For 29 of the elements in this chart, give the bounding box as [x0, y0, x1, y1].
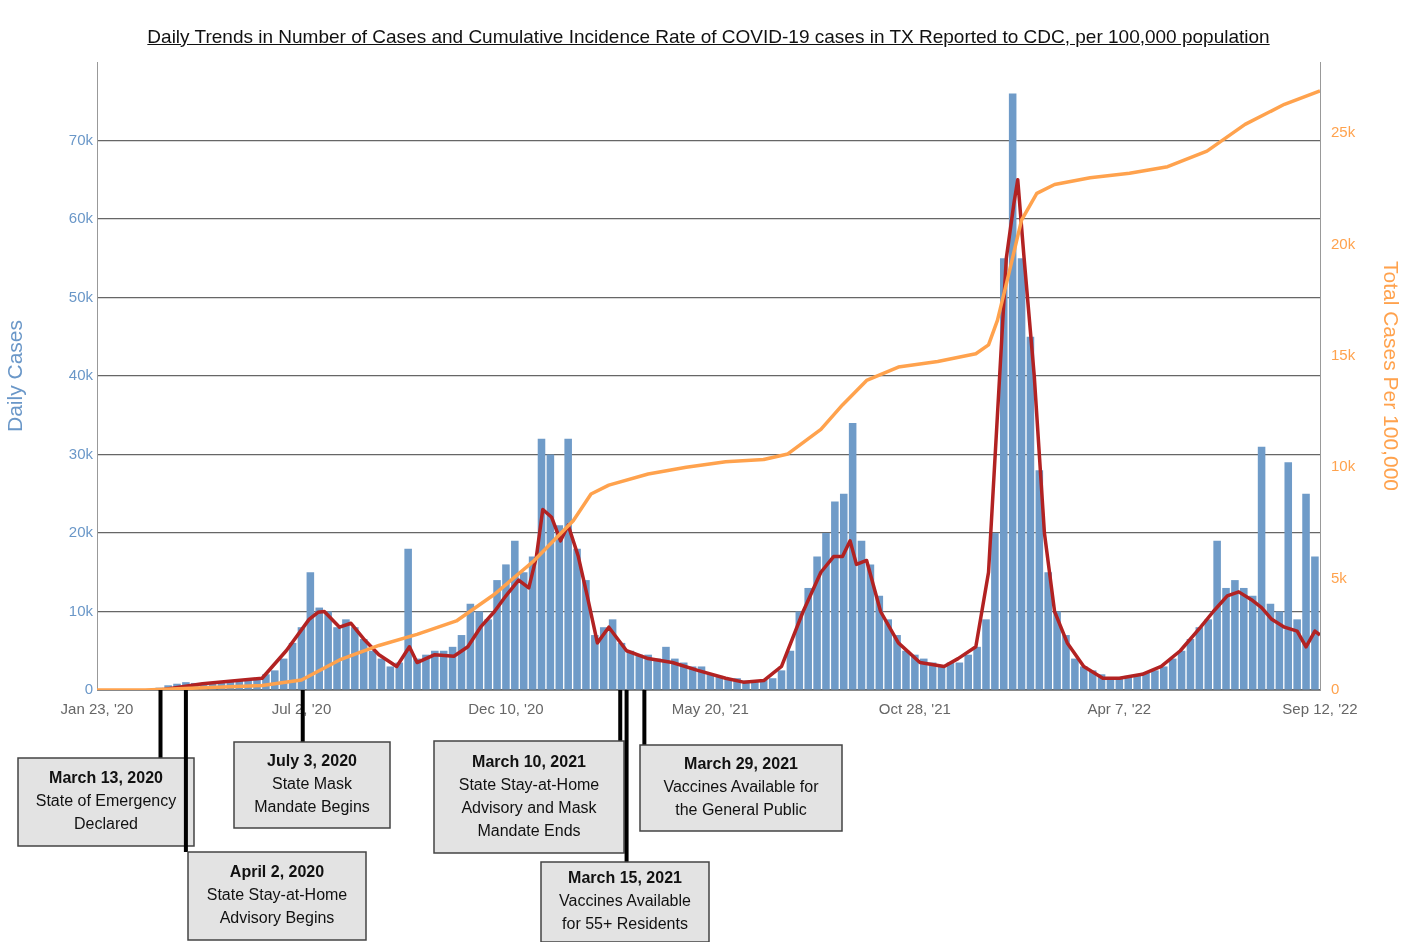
ref-line-label: March 15, 2021 Vaccines Available for 55+ Residents	[559, 869, 692, 933]
y-tick-label: 10k	[68, 601, 94, 619]
chart-title: Daily Trends in Number of Cases and Cumulative Incidence Rate of COVID-19 cases in TX Reported to CDC, per 100,000 population	[147, 26, 1270, 47]
y-tick-label: 20k	[68, 523, 94, 541]
x-tick-label: Apr 7, '22	[1087, 700, 1152, 718]
x-tick-label: Sep 12, '22	[1282, 700, 1358, 718]
y-tick-label: 60k	[68, 209, 94, 227]
y2-tick-label: 25k	[1331, 123, 1356, 141]
ref-line-label: March 10, 2021 State Stay-at-Home Advisory and Mask Mandate Ends	[458, 752, 600, 839]
y2-tick-label: 5k	[1331, 568, 1348, 586]
y-tick-label: 40k	[68, 366, 94, 384]
y2-tick-label: 0	[1331, 680, 1340, 698]
ref-line-label: March 13, 2020 State of Emergency Declared	[35, 769, 177, 833]
y-tick-label: 0	[84, 680, 93, 698]
x-tick-label: Dec 10, '20	[468, 700, 544, 718]
ref-line-label: March 29, 2021 Vaccines Available for the General Public	[663, 755, 820, 819]
y-axis-title: Daily Cases	[3, 319, 27, 433]
ref-line-label: April 2, 2020 State Stay-at-Home Advisory Begins	[206, 863, 348, 927]
y-tick-label: 50k	[68, 287, 94, 305]
y2-tick-label: 10k	[1331, 457, 1356, 475]
x-tick-label: Oct 28, '21	[878, 700, 951, 718]
ref-line-label: July 3, 2020 State Mask Mandate Begins	[254, 752, 370, 816]
x-tick-label: Jan 23, '20	[60, 700, 134, 718]
y2-tick-label: 20k	[1331, 234, 1356, 252]
y2-axis-title: Total Cases Per 100,000	[1379, 261, 1403, 491]
y-tick-label: 70k	[68, 130, 94, 148]
y2-tick-label: 15k	[1331, 346, 1356, 364]
y-tick-label: 30k	[68, 444, 94, 462]
x-tick-label: May 20, '21	[671, 700, 749, 718]
